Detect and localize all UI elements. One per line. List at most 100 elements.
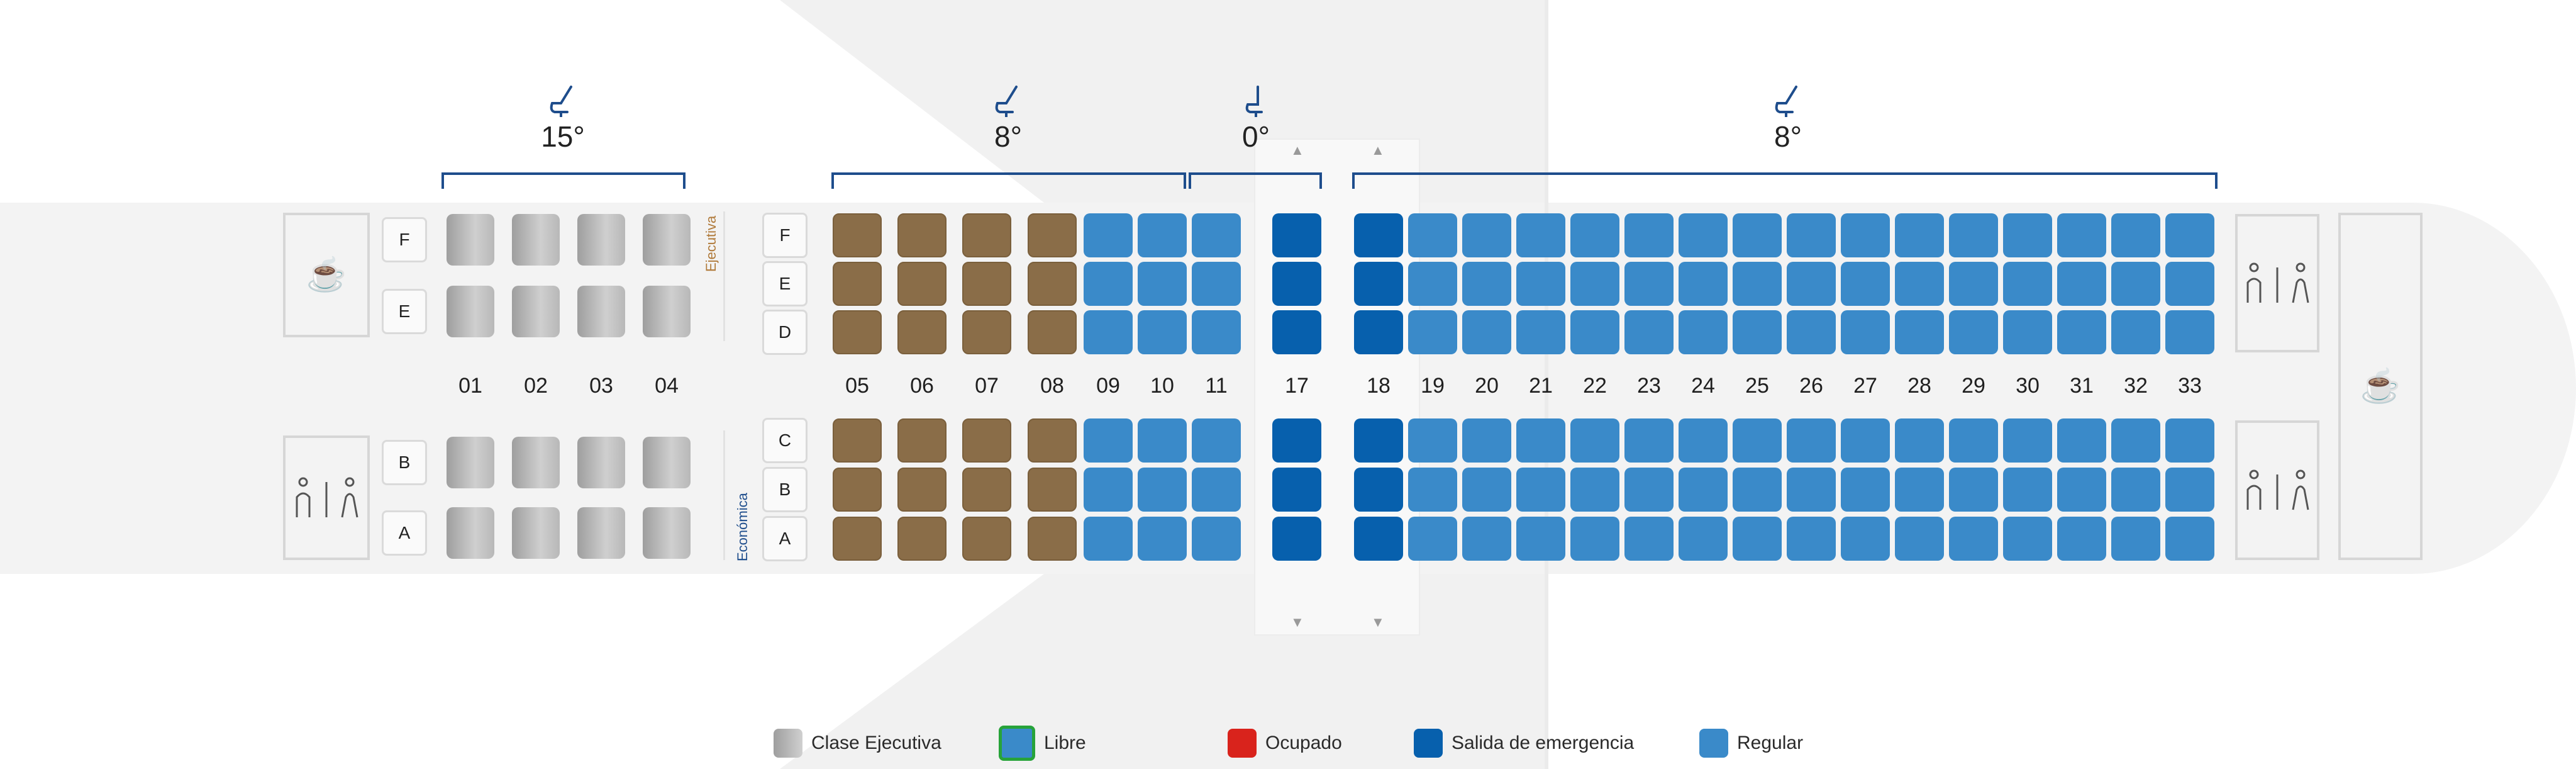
seat-regular[interactable] — [1084, 262, 1133, 306]
seat-regular[interactable] — [1733, 262, 1782, 306]
seat-executive[interactable] — [447, 214, 494, 266]
seat-regular[interactable] — [1841, 517, 1890, 561]
seat-premium[interactable] — [897, 262, 947, 306]
seat-regular[interactable] — [1679, 517, 1728, 561]
seat-regular[interactable] — [1733, 517, 1782, 561]
seat-premium[interactable] — [833, 517, 882, 561]
seat-regular[interactable] — [1679, 468, 1728, 512]
seat-premium[interactable] — [897, 310, 947, 354]
seat-regular[interactable] — [1516, 213, 1565, 257]
seat-emergency-exit[interactable] — [1354, 310, 1403, 354]
seat-regular[interactable] — [1570, 517, 1619, 561]
seat-regular[interactable] — [2111, 213, 2160, 257]
seat-regular[interactable] — [1787, 310, 1836, 354]
seat-emergency-exit[interactable] — [1272, 468, 1321, 512]
seat-premium[interactable] — [962, 418, 1011, 463]
seat-regular[interactable] — [2003, 262, 2052, 306]
seat-regular[interactable] — [1570, 468, 1619, 512]
seat-regular[interactable] — [1516, 310, 1565, 354]
seat-regular[interactable] — [2057, 262, 2106, 306]
seat-regular[interactable] — [1624, 310, 1674, 354]
seat-regular[interactable] — [2003, 213, 2052, 257]
seat-executive[interactable] — [512, 286, 560, 337]
seat-executive[interactable] — [512, 214, 560, 266]
seat-regular[interactable] — [1787, 213, 1836, 257]
seat-regular[interactable] — [1949, 262, 1998, 306]
seat-regular[interactable] — [2111, 418, 2160, 463]
seat-regular[interactable] — [1679, 418, 1728, 463]
seat-regular[interactable] — [2057, 213, 2106, 257]
seat-regular[interactable] — [1570, 418, 1619, 463]
seat-regular[interactable] — [1895, 213, 1944, 257]
seat-premium[interactable] — [897, 517, 947, 561]
seat-premium[interactable] — [833, 213, 882, 257]
seat-regular[interactable] — [1462, 213, 1511, 257]
seat-premium[interactable] — [1028, 517, 1077, 561]
seat-premium[interactable] — [962, 468, 1011, 512]
seat-regular[interactable] — [1895, 310, 1944, 354]
seat-regular[interactable] — [1733, 418, 1782, 463]
seat-regular[interactable] — [1516, 468, 1565, 512]
seat-regular[interactable] — [2057, 517, 2106, 561]
seat-emergency-exit[interactable] — [1354, 418, 1403, 463]
seat-premium[interactable] — [897, 213, 947, 257]
seat-regular[interactable] — [1787, 517, 1836, 561]
seat-regular[interactable] — [2003, 418, 2052, 463]
seat-regular[interactable] — [1192, 517, 1241, 561]
seat-regular[interactable] — [1624, 517, 1674, 561]
seat-executive[interactable] — [577, 286, 625, 337]
seat-regular[interactable] — [1733, 213, 1782, 257]
seat-regular[interactable] — [1841, 262, 1890, 306]
seat-regular[interactable] — [1624, 213, 1674, 257]
seat-regular[interactable] — [1084, 517, 1133, 561]
seat-regular[interactable] — [1192, 262, 1241, 306]
seat-regular[interactable] — [1841, 310, 1890, 354]
seat-regular[interactable] — [1570, 262, 1619, 306]
seat-regular[interactable] — [1516, 262, 1565, 306]
seat-executive[interactable] — [447, 286, 494, 337]
seat-executive[interactable] — [643, 286, 691, 337]
seat-regular[interactable] — [1084, 468, 1133, 512]
seat-executive[interactable] — [577, 214, 625, 266]
seat-regular[interactable] — [1949, 418, 1998, 463]
seat-executive[interactable] — [643, 507, 691, 559]
seat-premium[interactable] — [897, 418, 947, 463]
seat-premium[interactable] — [1028, 310, 1077, 354]
seat-regular[interactable] — [1949, 517, 1998, 561]
seat-regular[interactable] — [1679, 262, 1728, 306]
seat-regular[interactable] — [1138, 517, 1187, 561]
seat-emergency-exit[interactable] — [1272, 418, 1321, 463]
seat-executive[interactable] — [447, 437, 494, 488]
seat-regular[interactable] — [1192, 468, 1241, 512]
seat-regular[interactable] — [1787, 418, 1836, 463]
seat-regular[interactable] — [1084, 310, 1133, 354]
seat-premium[interactable] — [962, 262, 1011, 306]
seat-regular[interactable] — [2003, 468, 2052, 512]
seat-regular[interactable] — [1138, 262, 1187, 306]
seat-premium[interactable] — [962, 213, 1011, 257]
seat-regular[interactable] — [1408, 310, 1457, 354]
seat-regular[interactable] — [1462, 517, 1511, 561]
seat-regular[interactable] — [1138, 468, 1187, 512]
seat-emergency-exit[interactable] — [1272, 310, 1321, 354]
seat-premium[interactable] — [1028, 418, 1077, 463]
seat-regular[interactable] — [1679, 213, 1728, 257]
seat-regular[interactable] — [2057, 418, 2106, 463]
seat-regular[interactable] — [2111, 468, 2160, 512]
seat-premium[interactable] — [833, 468, 882, 512]
seat-regular[interactable] — [1462, 418, 1511, 463]
seat-regular[interactable] — [2165, 517, 2214, 561]
seat-regular[interactable] — [1841, 213, 1890, 257]
seat-regular[interactable] — [1408, 262, 1457, 306]
seat-regular[interactable] — [2165, 468, 2214, 512]
seat-regular[interactable] — [1462, 468, 1511, 512]
seat-regular[interactable] — [2165, 262, 2214, 306]
seat-executive[interactable] — [577, 507, 625, 559]
seat-premium[interactable] — [962, 310, 1011, 354]
seat-regular[interactable] — [1516, 517, 1565, 561]
seat-regular[interactable] — [2111, 517, 2160, 561]
seat-regular[interactable] — [2165, 213, 2214, 257]
seat-regular[interactable] — [2003, 517, 2052, 561]
seat-premium[interactable] — [1028, 213, 1077, 257]
seat-regular[interactable] — [2111, 310, 2160, 354]
